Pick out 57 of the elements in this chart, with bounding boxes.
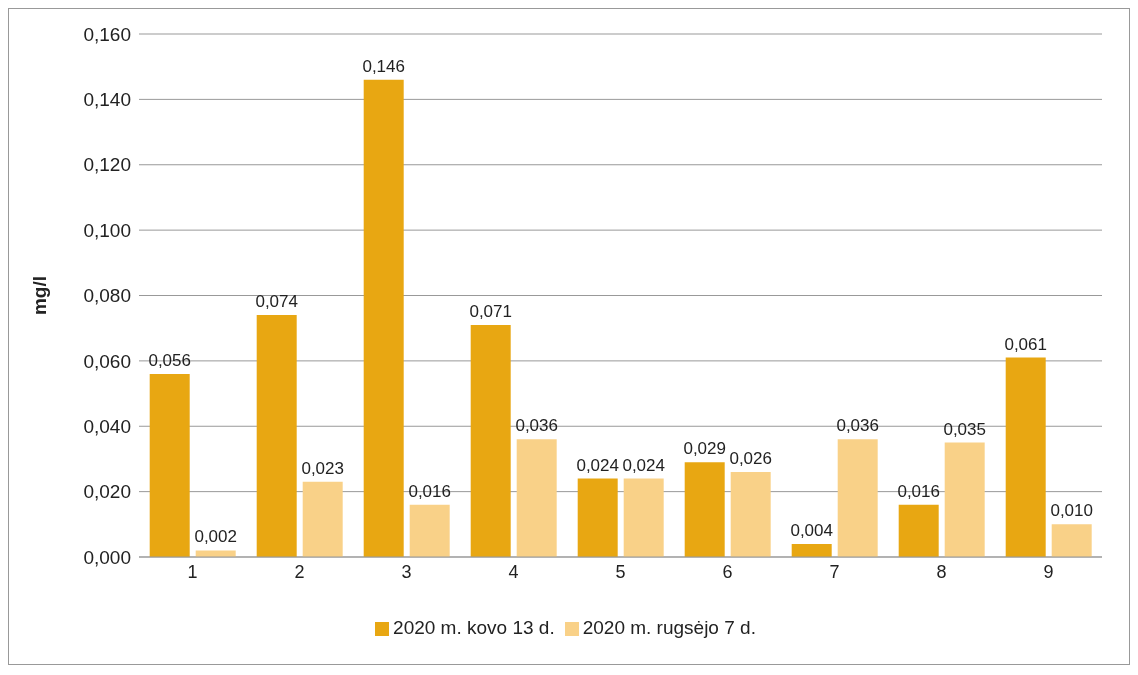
y-tick-label: 0,060 (83, 350, 131, 372)
bar (577, 478, 618, 557)
bar (730, 472, 771, 557)
legend-label: 2020 m. kovo 13 d. (393, 617, 555, 638)
bar (791, 543, 832, 557)
x-tick-label: 3 (401, 561, 412, 582)
y-axis-title: mg/l (28, 275, 50, 316)
data-label: 0,023 (301, 458, 344, 478)
data-label: 0,004 (790, 520, 833, 540)
x-tick-label: 8 (936, 561, 947, 582)
y-tick-label: 0,120 (83, 154, 131, 176)
bar (684, 462, 725, 557)
bar (409, 504, 450, 557)
data-label: 0,035 (943, 419, 986, 439)
bar (944, 442, 985, 557)
bar (898, 504, 939, 557)
bar (623, 478, 664, 557)
data-label: 0,056 (148, 350, 191, 370)
x-tick-label: 9 (1043, 561, 1054, 582)
x-tick-label: 6 (722, 561, 733, 582)
y-tick-label: 0,160 (83, 23, 131, 45)
data-label: 0,026 (729, 449, 772, 469)
y-tick-label: 0,020 (83, 481, 131, 503)
bar (516, 439, 557, 557)
data-label: 0,146 (362, 56, 405, 76)
bar (1005, 357, 1046, 557)
y-tick-label: 0,000 (83, 546, 131, 568)
data-label: 0,010 (1050, 501, 1093, 521)
bar (470, 324, 511, 557)
data-label: 0,074 (255, 292, 298, 312)
x-tick-label: 5 (615, 561, 626, 582)
x-tick-label: 2 (294, 561, 305, 582)
data-label: 0,024 (576, 455, 619, 475)
y-tick-label: 0,080 (83, 285, 131, 307)
bar (195, 550, 236, 557)
data-label: 0,016 (408, 481, 451, 501)
y-tick-label: 0,100 (83, 219, 131, 241)
bar (302, 481, 343, 557)
data-label: 0,036 (836, 416, 879, 436)
data-label: 0,024 (622, 455, 665, 475)
data-label: 0,036 (515, 416, 558, 436)
bar (1051, 524, 1092, 557)
data-label: 0,029 (683, 439, 726, 459)
y-tick-label: 0,140 (83, 89, 131, 111)
data-label: 0,002 (194, 527, 237, 547)
bar (363, 79, 404, 557)
bar (837, 439, 878, 557)
y-tick-label: 0,040 (83, 415, 131, 437)
data-label: 0,016 (897, 481, 940, 501)
x-tick-label: 1 (187, 561, 198, 582)
data-label: 0,071 (469, 301, 512, 321)
data-label: 0,061 (1004, 334, 1047, 354)
x-tick-label: 7 (829, 561, 840, 582)
bar (256, 315, 297, 557)
legend-label: 2020 m. rugsėjo 7 d. (582, 617, 756, 638)
x-tick-label: 4 (508, 561, 519, 582)
bar (149, 373, 190, 557)
